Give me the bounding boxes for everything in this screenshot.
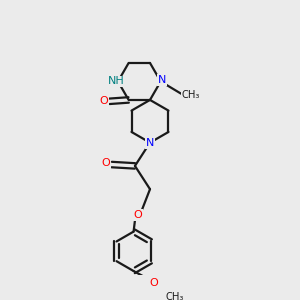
Text: N: N [158,75,166,85]
Text: NH: NH [108,76,125,86]
Text: O: O [133,210,142,220]
Text: CH₃: CH₃ [182,90,200,100]
Text: N: N [146,138,154,148]
Text: CH₃: CH₃ [165,292,184,300]
Text: O: O [99,96,108,106]
Text: O: O [101,158,110,168]
Text: O: O [149,278,158,287]
